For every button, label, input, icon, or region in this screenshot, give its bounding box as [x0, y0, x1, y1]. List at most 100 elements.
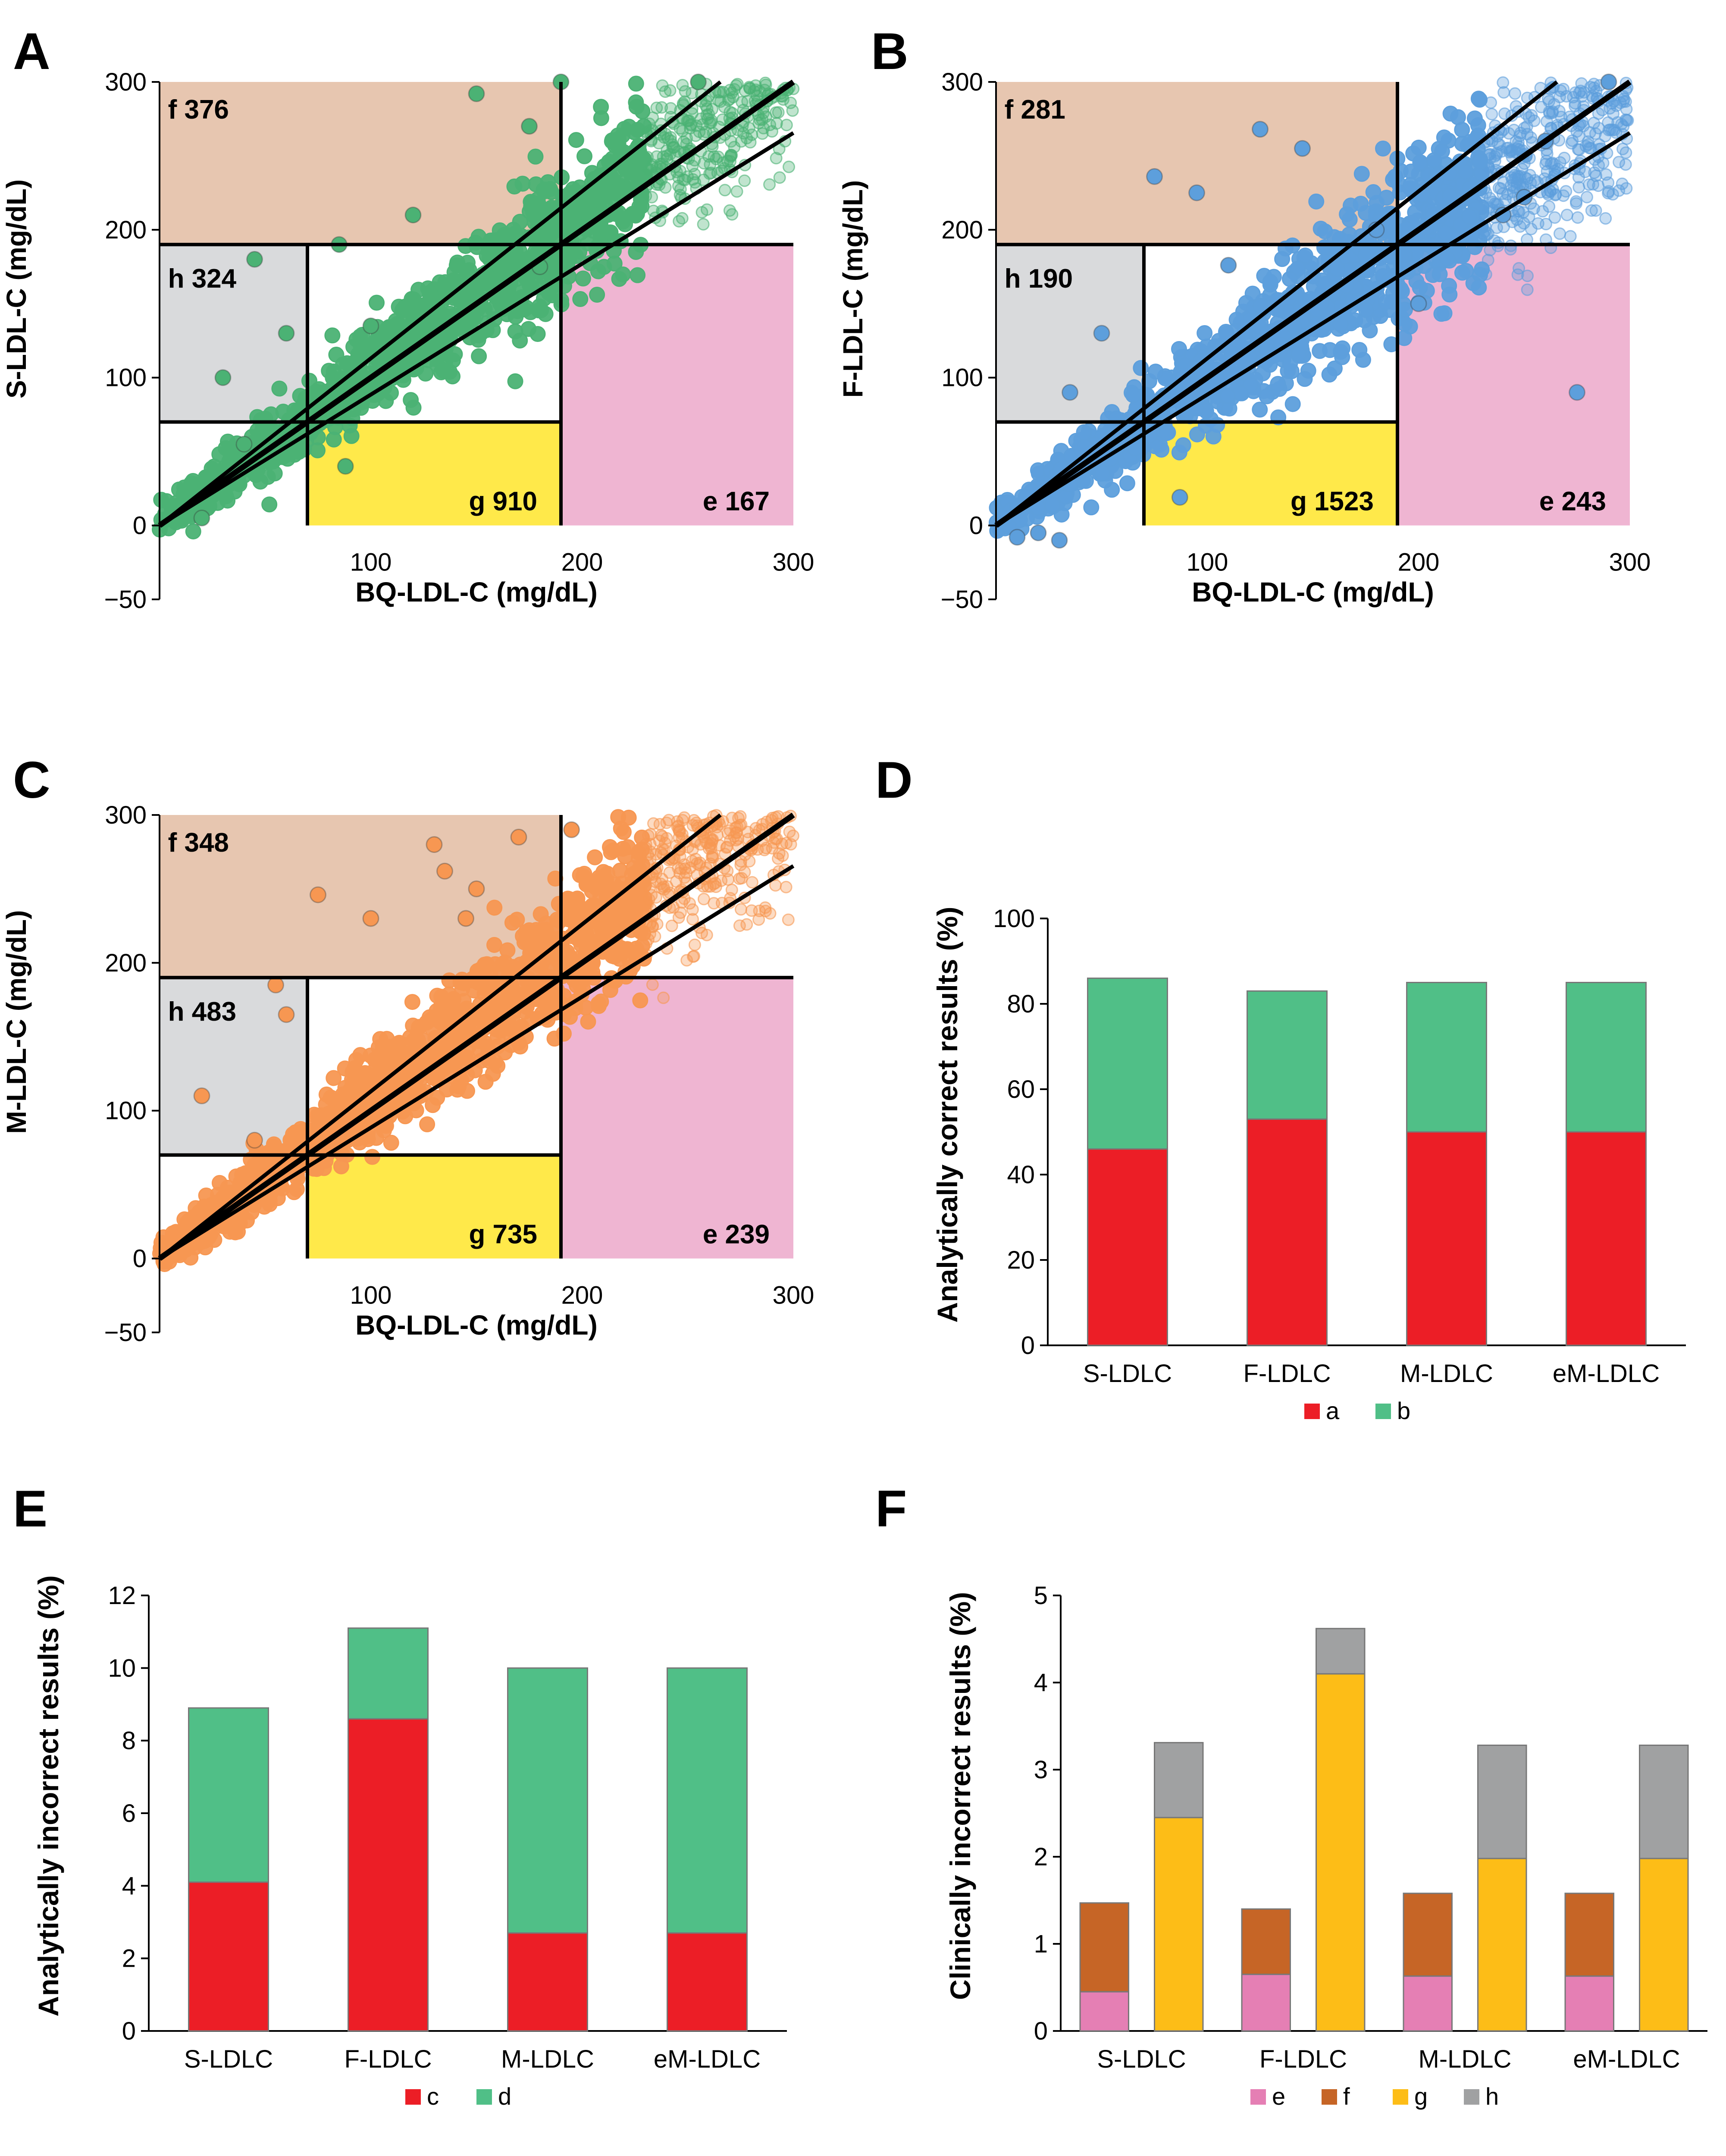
scatter-point — [395, 301, 411, 318]
region-label-f: f 376 — [168, 95, 229, 125]
scatter-point — [261, 496, 278, 513]
scatter-point — [1472, 154, 1488, 170]
scatter-point-outlier — [468, 85, 485, 102]
scatter-point — [364, 1149, 380, 1165]
scatter-point — [1553, 227, 1566, 240]
region-e — [561, 244, 793, 526]
y-tick-label: 1 — [1034, 1930, 1048, 1958]
scatter-point — [1541, 92, 1554, 105]
bar-f-em-ldlc — [1564, 1893, 1614, 1977]
scatter-point-outlier — [510, 828, 527, 846]
scatter-point — [676, 78, 689, 91]
scatter-point-outlier — [1062, 384, 1078, 401]
scatter-point — [589, 287, 605, 303]
scatter-point — [1358, 302, 1375, 318]
scatter-point — [433, 1000, 449, 1016]
x-tick-label: 300 — [1609, 548, 1651, 577]
scatter-point — [1493, 138, 1506, 151]
scatter-point — [1259, 388, 1275, 404]
scatter-point — [1244, 285, 1261, 302]
legend-label-b: b — [1397, 1397, 1410, 1424]
scatter-point — [561, 216, 577, 232]
scatter-point-outlier — [246, 1131, 263, 1149]
scatter-point — [512, 332, 528, 349]
scatter-point — [659, 128, 672, 141]
scatter-point — [766, 125, 779, 138]
scatter-point — [697, 218, 710, 231]
y-tick-label: 60 — [1007, 1075, 1035, 1103]
y-tick-label: 300 — [941, 68, 983, 96]
scatter-point — [628, 98, 645, 115]
scatter-point — [710, 153, 723, 166]
y-tick-label: 8 — [122, 1727, 136, 1755]
region-label-h: h 483 — [168, 997, 237, 1027]
y-tick-label: 0 — [1034, 2017, 1048, 2045]
scatter-point — [1541, 147, 1554, 160]
bar-b-f-ldlc — [1247, 990, 1328, 1120]
scatter-point — [477, 1074, 494, 1090]
scatter-point — [617, 895, 633, 911]
scatter-point — [674, 906, 687, 919]
scatter-point — [1353, 166, 1370, 182]
scatter-point — [449, 1081, 466, 1098]
scatter-point — [1403, 177, 1419, 193]
scatter-point — [1297, 371, 1313, 387]
scatter-point — [271, 380, 288, 397]
scatter-point — [1147, 364, 1164, 380]
scatter-point — [783, 825, 796, 838]
scatter-point — [688, 938, 701, 951]
bar-g-m-ldlc — [1477, 1858, 1527, 2032]
scatter-point — [630, 267, 646, 283]
scatter-point — [602, 224, 619, 241]
scatter-point — [686, 87, 699, 100]
scatter-point — [724, 834, 737, 847]
scatter-point — [628, 75, 644, 92]
scatter-point — [657, 991, 670, 1004]
scatter-point — [743, 81, 756, 94]
x-category-label: S-LDLC — [1083, 1360, 1172, 1388]
scatter-point — [576, 148, 593, 164]
scatter-point — [368, 1130, 385, 1146]
bar-c-em-ldlc — [667, 1932, 748, 2032]
scatter-point — [568, 132, 584, 148]
scatter-point — [646, 920, 659, 933]
y-tick-label: 0 — [133, 1245, 147, 1273]
scatter-point — [599, 865, 616, 882]
x-category-label: eM-LDLC — [654, 2045, 761, 2073]
y-tick-label: 300 — [105, 801, 147, 829]
scatter-point — [1189, 426, 1205, 442]
bar-e-s-ldlc — [1079, 1991, 1129, 2032]
bar-h-s-ldlc — [1154, 1742, 1204, 1818]
scatter-point — [1313, 220, 1329, 237]
x-tick-label: 200 — [561, 1282, 603, 1310]
y-tick-label: 0 — [969, 512, 983, 540]
scatter-point — [383, 385, 399, 401]
scatter-point — [746, 876, 758, 889]
scatter-point — [725, 884, 738, 896]
region-f — [160, 82, 561, 245]
scatter-point — [1466, 110, 1483, 127]
x-category-label: F-LDLC — [1243, 1360, 1331, 1388]
scatter-point — [445, 352, 461, 369]
scatter-point — [1553, 91, 1566, 103]
scatter-point — [676, 125, 689, 138]
scatter-point-outlier — [193, 1087, 210, 1104]
scatter-point — [1560, 208, 1573, 221]
bar-c-m-ldlc — [507, 1932, 588, 2032]
reference-line — [158, 80, 722, 527]
y-axis-title: F-LDL-C (mg/dL) — [837, 180, 868, 398]
scatter-point — [1573, 181, 1585, 194]
scatter-point — [1589, 204, 1602, 217]
scatter-point — [646, 978, 659, 991]
scatter-point — [580, 1013, 596, 1030]
scatter-point — [575, 270, 591, 287]
legend-swatch-d — [476, 2089, 492, 2105]
scatter-point — [470, 229, 487, 245]
scatter-point — [664, 102, 677, 115]
scatter-point — [780, 881, 793, 893]
scatter-point — [326, 1070, 342, 1086]
y-tick-label: −50 — [941, 586, 983, 614]
scatter-panel-c: −50 0 100 200 300 100 200 300 f 348 h 483 g 735 e 2… — [1, 751, 814, 1347]
scatter-point — [419, 1116, 435, 1132]
